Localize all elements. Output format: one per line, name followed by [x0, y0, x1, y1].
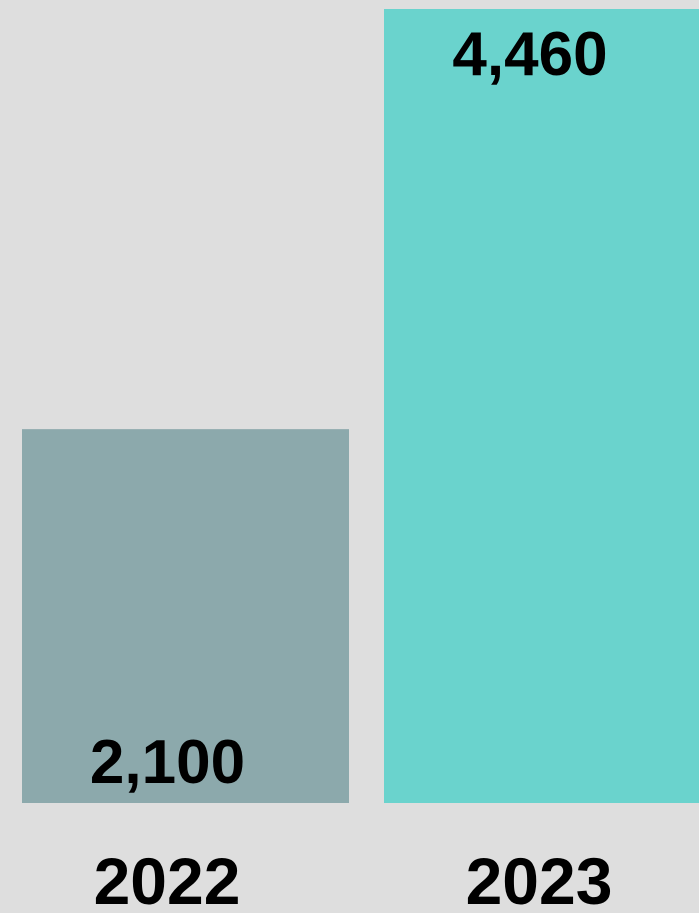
bar-2023: [384, 9, 699, 803]
bars-layer: [22, 9, 699, 803]
value-label-2022: 2,100: [90, 728, 245, 797]
bar-2022: [22, 429, 349, 803]
value-label-2023: 4,460: [452, 20, 607, 89]
x-tick-label-2023: 2023: [466, 844, 613, 913]
x-axis-tick-labels: 2022 2023: [94, 844, 613, 913]
x-tick-label-2022: 2022: [94, 844, 241, 913]
value-labels-layer: 2,100 4,460: [90, 20, 608, 797]
